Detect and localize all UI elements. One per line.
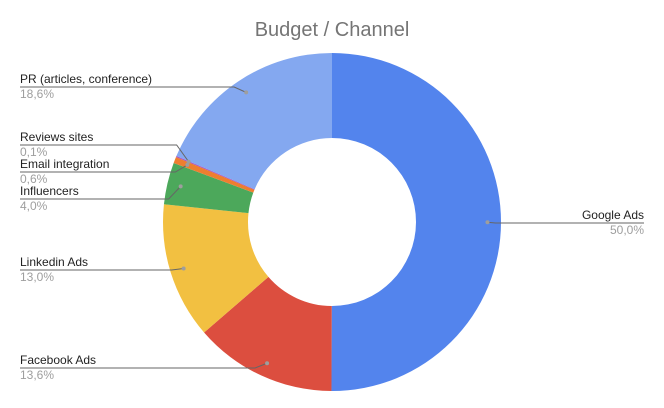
chart-title: Budget / Channel	[255, 19, 410, 41]
slice-label: Facebook Ads	[20, 353, 96, 367]
slice-linkedin-ads[interactable]	[163, 204, 269, 333]
slice-email-integration[interactable]	[173, 157, 255, 193]
label-group-pr-articles-conference: PR (articles, conference)18,6%	[20, 72, 249, 101]
leader-dot	[181, 266, 186, 271]
slice-value-label: 13,0%	[20, 270, 54, 284]
slice-label: Linkedin Ads	[20, 255, 88, 269]
slice-value-label: 18,6%	[20, 87, 54, 101]
leader-line	[20, 267, 184, 271]
slice-label: Email integration	[20, 157, 109, 171]
leader-line	[20, 186, 182, 200]
leader-dot	[485, 220, 490, 225]
slice-value-label: 0,1%	[20, 145, 48, 159]
slice-influencers[interactable]	[163, 162, 254, 214]
slice-label: Reviews sites	[20, 130, 93, 144]
leader-line	[20, 164, 188, 173]
leader-line	[20, 86, 247, 93]
leader-line	[20, 362, 268, 369]
slice-label: Google Ads	[582, 208, 644, 222]
slice-google-ads[interactable]	[331, 53, 502, 391]
slice-label: Influencers	[20, 184, 79, 198]
slice-facebook-ads[interactable]	[204, 276, 332, 391]
slice-value-label: 50,0%	[610, 223, 644, 237]
leader-dot	[244, 90, 249, 95]
slice-value-label: 13,6%	[20, 368, 54, 382]
leader-dot	[178, 184, 183, 189]
slice-label: PR (articles, conference)	[20, 72, 152, 86]
leader-dot	[186, 159, 191, 164]
leader-dot	[185, 162, 190, 167]
slices-layer	[163, 52, 502, 391]
slice-pr-articles-conference[interactable]	[176, 52, 332, 190]
leader-dot	[265, 361, 270, 366]
slice-reviews-sites[interactable]	[175, 156, 255, 190]
slice-value-label: 4,0%	[20, 199, 48, 213]
slice-value-label: 0,6%	[20, 172, 48, 186]
leader-line	[487, 221, 644, 224]
leader-line	[20, 144, 190, 163]
